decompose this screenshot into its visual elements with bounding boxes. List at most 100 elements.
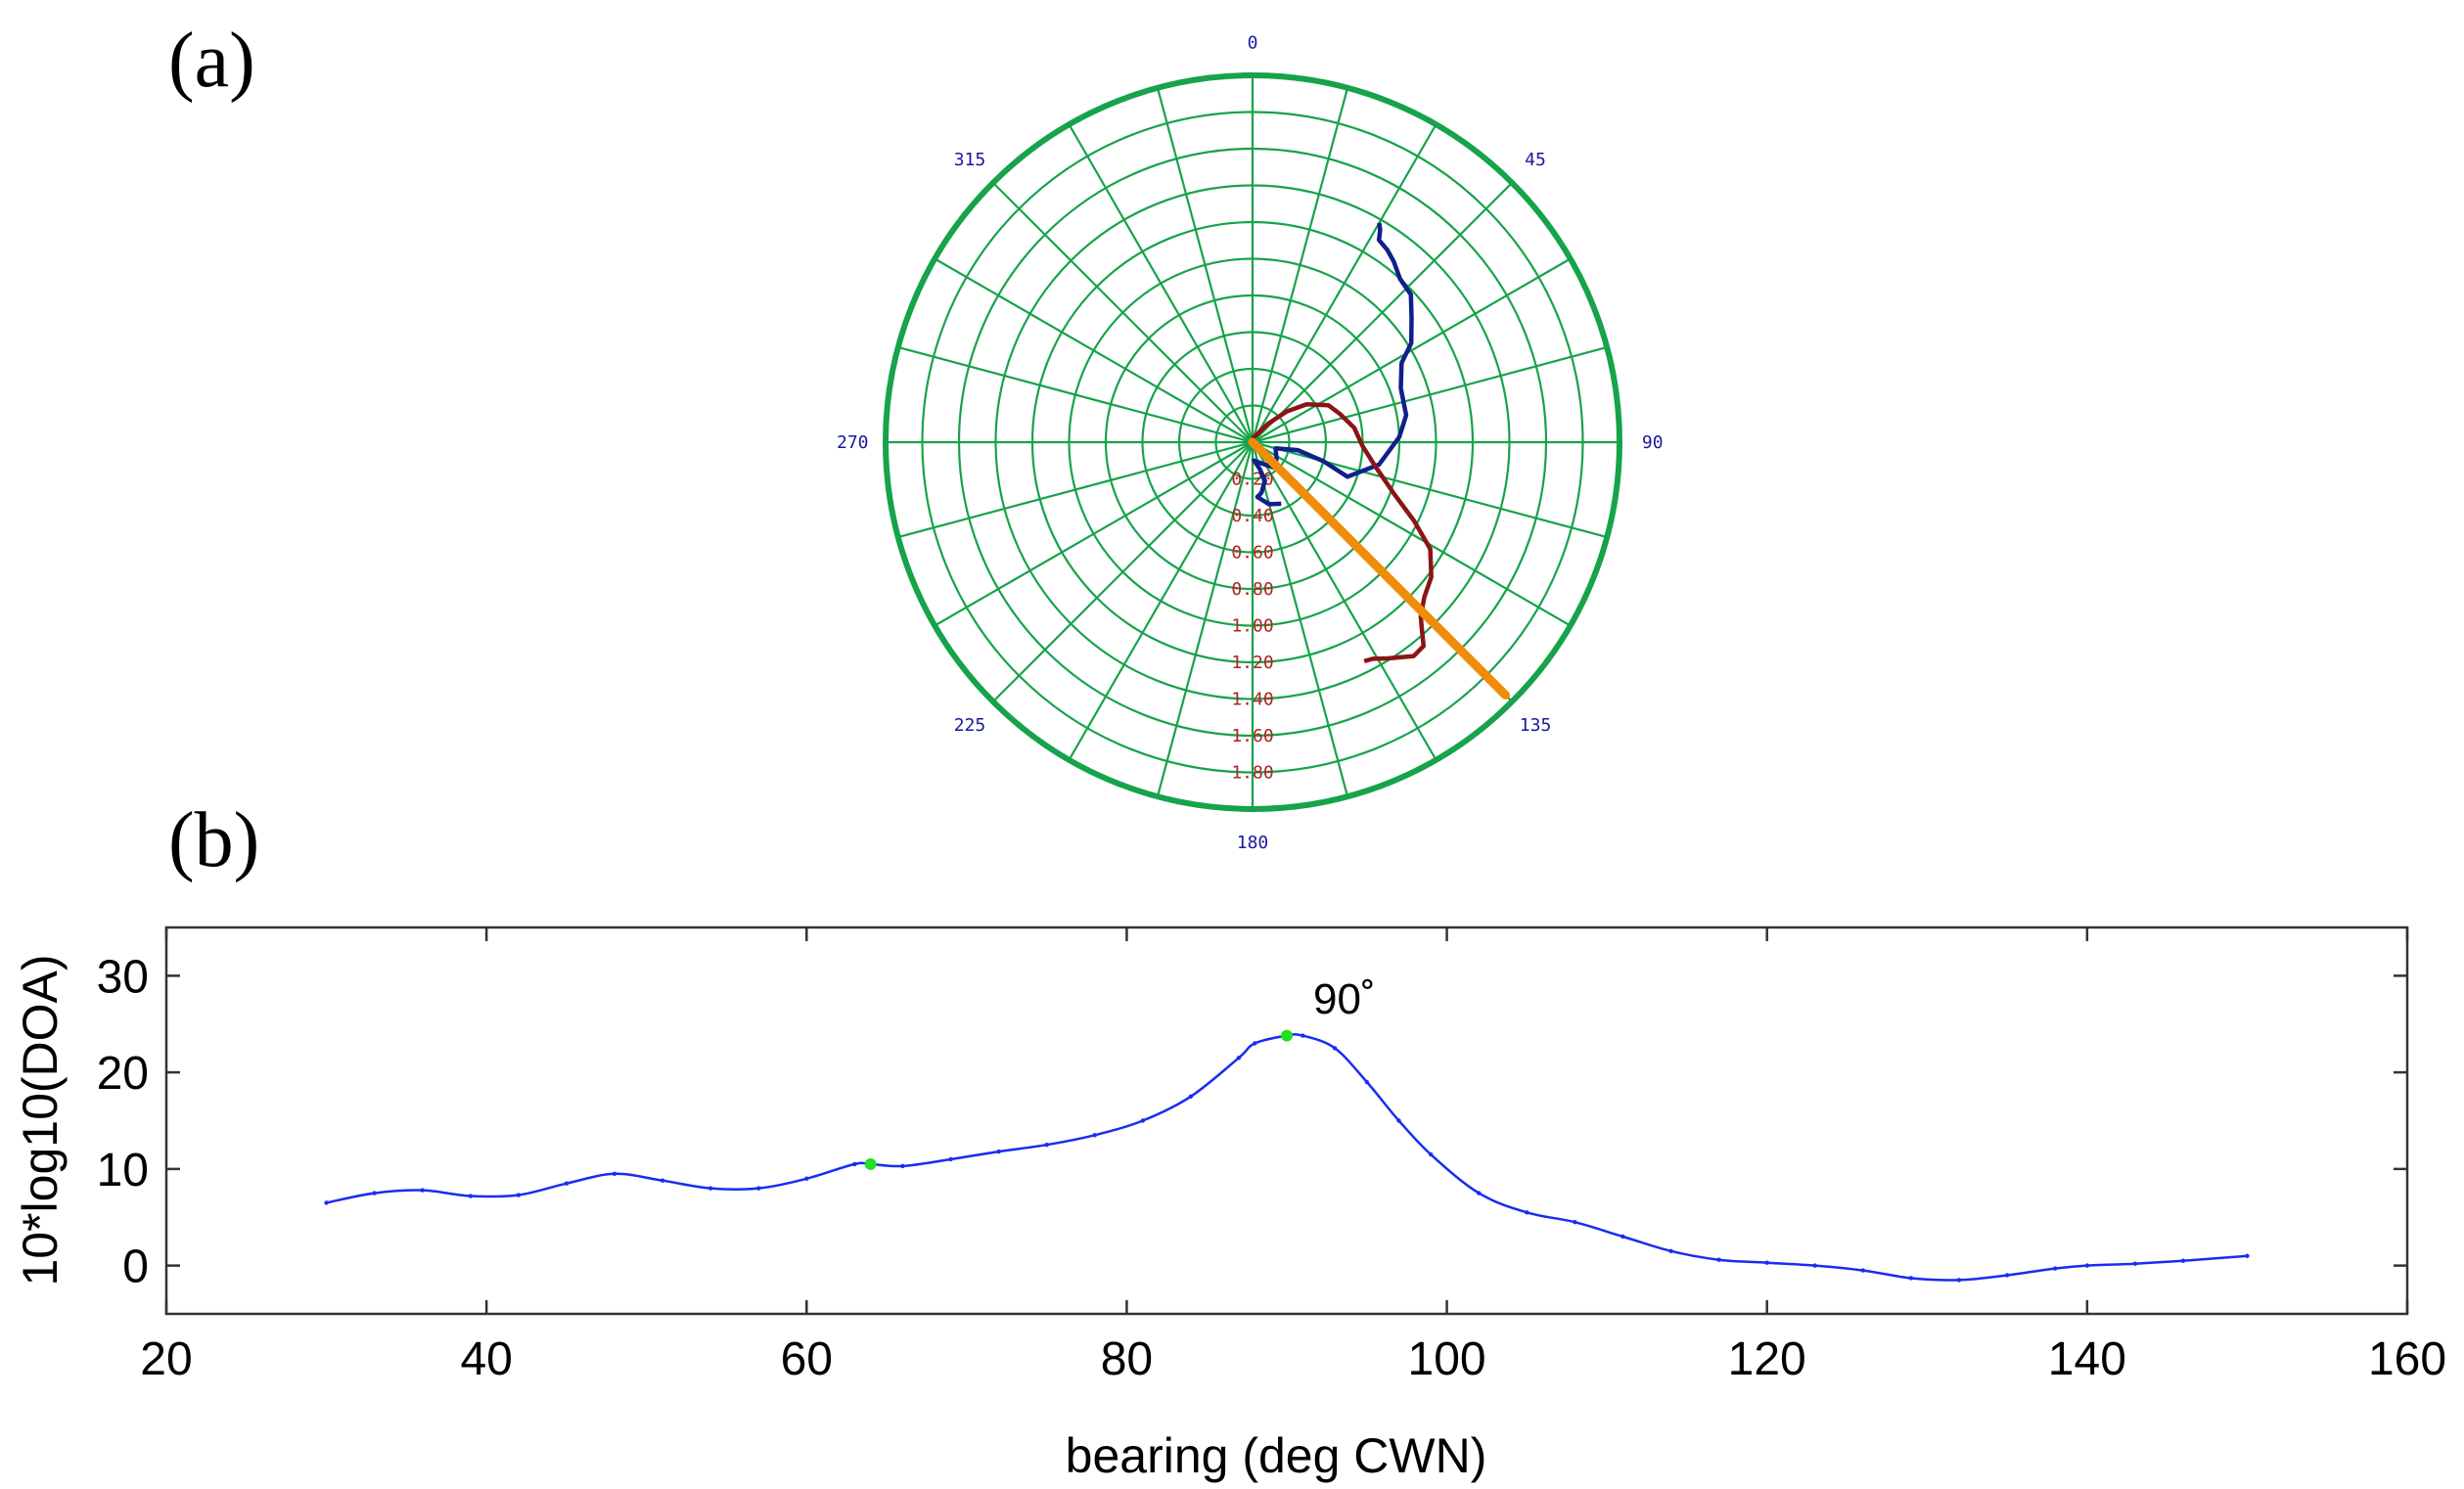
x-tick-label: 120 bbox=[1728, 1333, 1806, 1385]
polar-radial-label: 1.00 bbox=[1231, 616, 1273, 637]
polar-grid-spoke bbox=[992, 182, 1254, 443]
doa-series-point bbox=[1300, 1033, 1305, 1038]
doa-series-point bbox=[2052, 1266, 2058, 1271]
y-tick-label: 20 bbox=[97, 1048, 149, 1100]
doa-series-point bbox=[420, 1188, 425, 1193]
doa-series-point bbox=[468, 1194, 473, 1198]
polar-angle-label: 270 bbox=[837, 432, 869, 453]
y-tick-label: 10 bbox=[97, 1145, 149, 1196]
doa-series-point bbox=[1364, 1079, 1369, 1085]
x-tick-label: 160 bbox=[2368, 1333, 2446, 1385]
polar-radial-label: 1.60 bbox=[1231, 726, 1273, 746]
polar-angle-label: 135 bbox=[1520, 715, 1552, 736]
polar-grid-spoke bbox=[1252, 441, 1572, 627]
polar-radial-label: 1.40 bbox=[1231, 690, 1273, 710]
doa-series-point bbox=[1253, 1041, 1257, 1046]
x-tick-label: 40 bbox=[460, 1333, 512, 1385]
polar-grid-spoke bbox=[1252, 257, 1572, 443]
polar-chart: 0 45 90 135 180 225 270 315 0.20 0.40 0.60 0.80 1.00… bbox=[837, 32, 1664, 853]
doa-series-point bbox=[1573, 1219, 1577, 1225]
panel-a-label: (a) bbox=[168, 18, 255, 104]
doa-series-point bbox=[1908, 1276, 1914, 1281]
polar-radial-label: 0.60 bbox=[1231, 543, 1273, 564]
polar-angle-label: 315 bbox=[954, 150, 986, 170]
polar-grid-spoke bbox=[992, 441, 1254, 702]
polar-grid-spoke bbox=[1156, 441, 1255, 797]
polar-grid-spoke bbox=[1068, 123, 1254, 443]
doa-series-point bbox=[1620, 1234, 1625, 1240]
doa-series-point bbox=[1668, 1248, 1673, 1254]
doa-series-point bbox=[324, 1200, 329, 1205]
doa-series-point bbox=[564, 1181, 570, 1186]
x-tick-label: 60 bbox=[781, 1333, 833, 1385]
doa-series-point bbox=[1140, 1118, 1145, 1123]
doa-series-point bbox=[996, 1149, 1001, 1154]
doa-series-point bbox=[1396, 1118, 1401, 1123]
polar-series-red bbox=[1251, 402, 1434, 664]
doa-series-point bbox=[1477, 1191, 1482, 1196]
polar-grid-spoke bbox=[897, 440, 1254, 539]
doa-series-point bbox=[1525, 1210, 1529, 1215]
polar-radial-label: 1.20 bbox=[1231, 653, 1273, 673]
peak-marker bbox=[1281, 1029, 1293, 1042]
x-tick-label: 100 bbox=[1408, 1333, 1486, 1385]
doa-series-point bbox=[1956, 1278, 1962, 1283]
doa-series-point bbox=[372, 1191, 377, 1196]
polar-grid-spoke bbox=[1252, 123, 1437, 443]
panel-b-label: (b) bbox=[168, 797, 259, 883]
polar-grid-spoke bbox=[934, 257, 1254, 443]
doa-series-point bbox=[2004, 1273, 2010, 1278]
doa-series-point bbox=[756, 1186, 761, 1191]
polar-grid-spoke bbox=[1252, 182, 1513, 443]
x-tick-label: 140 bbox=[2048, 1333, 2126, 1385]
doa-series-line bbox=[326, 1033, 2248, 1282]
line-chart: bearing (deg CWN) 10*log10(DOA) 90˚ 20 40… bbox=[13, 925, 2446, 1483]
doa-series-point bbox=[612, 1171, 617, 1177]
doa-series-point bbox=[1764, 1260, 1769, 1265]
doa-series-point bbox=[948, 1156, 953, 1162]
x-tick-label: 20 bbox=[140, 1333, 192, 1385]
doa-series-point bbox=[804, 1176, 809, 1181]
plot-frame bbox=[164, 925, 2409, 1316]
peak-annotation: 90˚ bbox=[1313, 975, 1376, 1023]
doa-series-point bbox=[1188, 1094, 1194, 1100]
peak-marker bbox=[864, 1157, 877, 1170]
polar-grid-spoke bbox=[1251, 87, 1349, 443]
y-tick-label: 0 bbox=[122, 1241, 149, 1293]
y-tick-label: 30 bbox=[97, 951, 149, 1003]
doa-series-point bbox=[1332, 1046, 1338, 1051]
doa-series-point bbox=[660, 1178, 665, 1183]
doa-series-point bbox=[707, 1186, 713, 1191]
polar-angle-label: 180 bbox=[1237, 833, 1269, 853]
doa-series-point bbox=[2084, 1263, 2090, 1268]
doa-series-point bbox=[1092, 1133, 1097, 1138]
doa-series-point bbox=[2180, 1258, 2186, 1263]
polar-radial-label: 0.80 bbox=[1231, 579, 1273, 600]
polar-radial-label: 0.20 bbox=[1231, 470, 1273, 490]
doa-series-point bbox=[852, 1161, 857, 1167]
polar-radial-label: 0.40 bbox=[1231, 506, 1273, 526]
doa-series-point bbox=[1716, 1257, 1721, 1262]
doa-series-point bbox=[2245, 1253, 2250, 1258]
polar-angle-label: 0 bbox=[1248, 32, 1258, 53]
polar-angle-label: 45 bbox=[1525, 150, 1546, 170]
doa-series-point bbox=[1860, 1268, 1866, 1273]
doa-series-point bbox=[1236, 1056, 1242, 1060]
polar-grid-spoke bbox=[934, 441, 1254, 627]
polar-series-blue bbox=[1252, 222, 1414, 507]
doa-series-point bbox=[1044, 1142, 1049, 1148]
polar-angle-label: 90 bbox=[1642, 432, 1664, 453]
x-tick-label: 80 bbox=[1101, 1333, 1153, 1385]
polar-angle-label: 225 bbox=[954, 715, 986, 736]
polar-grid-spoke bbox=[1252, 441, 1437, 761]
doa-series-point bbox=[1429, 1151, 1434, 1157]
polar-grid-spoke bbox=[1156, 87, 1255, 443]
polar-grid-spoke bbox=[1068, 441, 1254, 761]
doa-series-point bbox=[516, 1193, 522, 1197]
polar-radial-label: 1.80 bbox=[1231, 763, 1273, 784]
x-axis-title: bearing (deg CWN) bbox=[1066, 1428, 1487, 1483]
polar-bearing-line bbox=[1248, 437, 1511, 700]
doa-series-point bbox=[900, 1163, 905, 1169]
y-axis-title: 10*log10(DOA) bbox=[13, 954, 68, 1286]
